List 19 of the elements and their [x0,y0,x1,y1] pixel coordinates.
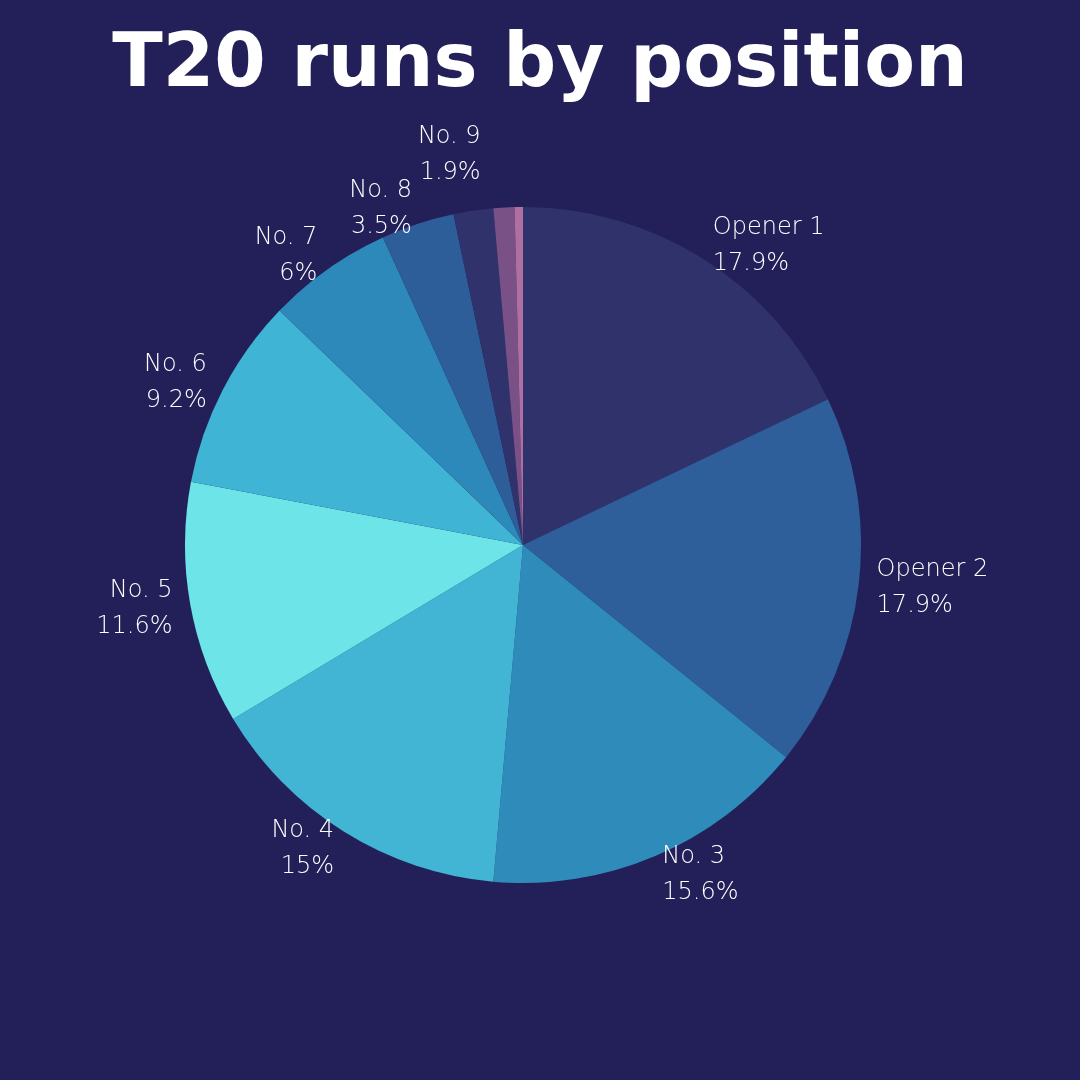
slice-label: No. 8 [349,174,412,203]
data-label: 15% [280,850,335,879]
chart-title: T20 runs by position [112,17,968,103]
slice-label: No. 5 [109,575,173,604]
data-label: 17.9% [876,590,953,619]
slice-label: No. 9 [417,120,481,149]
data-label: 6% [279,258,318,287]
slice-label: Opener 2 [876,554,989,583]
slice-label: No. 3 [662,840,726,869]
data-label: 3.5% [350,210,412,239]
data-label: 17.9% [712,247,790,276]
slice-label: No. 6 [144,349,207,378]
slice-label: No. 4 [271,814,335,843]
data-label: 11.6% [96,611,173,640]
data-label: 1.9% [419,156,481,185]
slice-label: Opener 1 [712,211,825,240]
data-label: 15.6% [662,876,739,905]
data-label: 9.2% [145,385,207,414]
slice-label: No. 7 [254,222,318,251]
